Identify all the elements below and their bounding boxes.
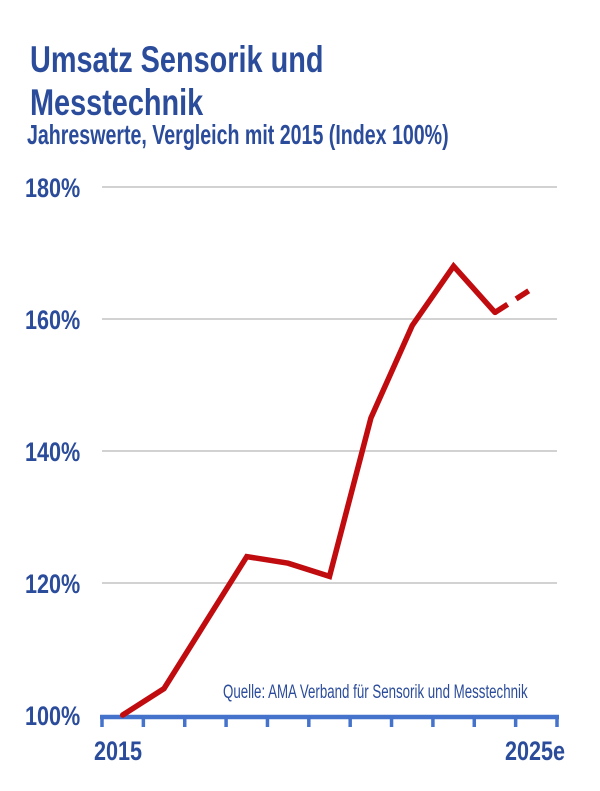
y-axis-label-120: 120%: [25, 569, 81, 599]
x-axis-label-2025e: 2025e: [505, 736, 566, 766]
chart-title-line1: Umsatz Sensorik und: [30, 39, 324, 80]
y-axis-label-140: 140%: [25, 437, 81, 467]
chart-subtitle: Jahreswerte, Vergleich mit 2015 (Index 1…: [27, 119, 449, 150]
x-axis: [100, 714, 559, 727]
y-axis-label-180: 180%: [25, 173, 81, 203]
revenue-line-forecast: [493, 283, 538, 315]
y-axis-label-160: 160%: [25, 305, 81, 335]
x-axis-label-2015: 2015: [94, 736, 143, 766]
source-note: Quelle: AMA Verband für Sensorik und Mes…: [223, 682, 528, 703]
revenue-line: [119, 261, 498, 718]
gridlines: [102, 186, 557, 584]
y-axis-label-100: 100%: [25, 701, 81, 731]
chart-title-line2: Messtechnik: [30, 82, 204, 123]
